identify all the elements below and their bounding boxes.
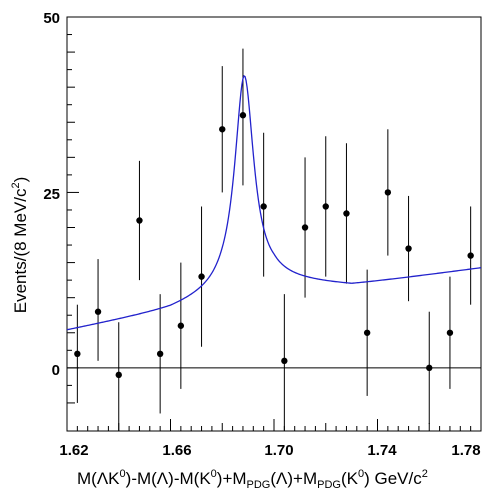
- data-point: [322, 203, 329, 210]
- x-tick-label: 1.78: [451, 442, 480, 459]
- data-point: [281, 357, 288, 365]
- y-tick-label: 50: [43, 10, 60, 27]
- data-point: [74, 350, 81, 358]
- data-point: [343, 210, 350, 217]
- fit-curve: [66, 75, 482, 331]
- data-point: [384, 189, 392, 196]
- data-point: [94, 308, 102, 315]
- data-point: [405, 245, 412, 252]
- y-tick-labels: 0 25 50: [43, 10, 60, 379]
- data-point: [446, 329, 454, 336]
- x-tick-labels: 1.62 1.66 1.70 1.74 1.78: [59, 442, 480, 459]
- y-tick-label: 0: [52, 362, 60, 379]
- data-points: [74, 112, 474, 379]
- tick-marks: [66, 16, 482, 431]
- x-tick-label: 1.62: [59, 442, 88, 459]
- plot-frame: [66, 16, 482, 432]
- data-point: [156, 350, 164, 358]
- x-tick-label: 1.70: [264, 442, 293, 459]
- x-axis-title: M(ΛK0)-M(Λ)-M(K0)+MPDG(Λ)+MPDG(K0) GeV/c…: [77, 468, 428, 490]
- data-point: [136, 217, 143, 224]
- x-tick-label: 1.66: [162, 442, 191, 459]
- data-point: [467, 252, 474, 259]
- data-point: [115, 371, 122, 379]
- y-tick-label: 25: [43, 186, 60, 203]
- data-point: [239, 112, 247, 119]
- data-point: [301, 224, 309, 231]
- error-bars: [76, 48, 472, 431]
- data-point: [260, 203, 267, 210]
- data-point: [363, 329, 371, 336]
- y-axis-title: Events/(8 MeV/c2): [10, 177, 30, 314]
- data-point: [219, 126, 226, 133]
- data-point: [426, 364, 433, 372]
- data-point: [198, 273, 205, 280]
- x-tick-label: 1.74: [367, 442, 397, 459]
- data-point: [177, 322, 185, 329]
